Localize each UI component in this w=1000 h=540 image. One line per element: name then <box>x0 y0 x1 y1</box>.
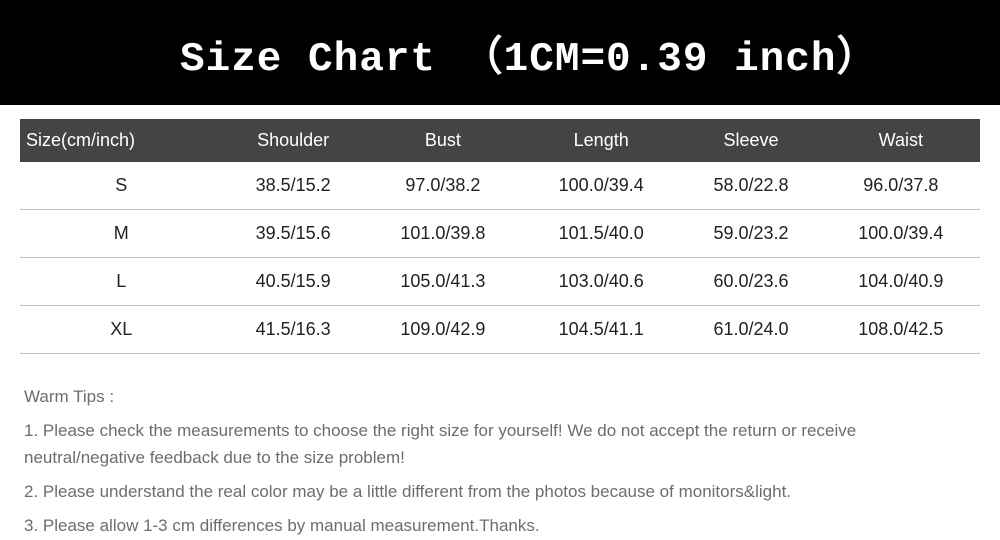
cell-sleeve: 61.0/24.0 <box>680 306 821 354</box>
tips-item: 3. Please allow 1-3 cm differences by ma… <box>24 513 976 539</box>
table-header-row: Size(cm/inch) Shoulder Bust Length Sleev… <box>20 119 980 162</box>
cell-size: S <box>20 162 222 210</box>
cell-sleeve: 60.0/23.6 <box>680 258 821 306</box>
tips-item: 1. Please check the measurements to choo… <box>24 418 976 471</box>
cell-size: M <box>20 210 222 258</box>
cell-length: 100.0/39.4 <box>522 162 680 210</box>
tips-title: Warm Tips : <box>24 384 976 410</box>
spacer <box>20 354 980 384</box>
cell-waist: 96.0/37.8 <box>822 162 980 210</box>
col-waist: Waist <box>822 119 980 162</box>
cell-bust: 101.0/39.8 <box>364 210 522 258</box>
size-chart-container: Size Chart （1CM=0.39 inch） Size(cm/inch)… <box>0 0 1000 540</box>
cell-sleeve: 59.0/23.2 <box>680 210 821 258</box>
cell-waist: 104.0/40.9 <box>822 258 980 306</box>
page-title: Size Chart （1CM=0.39 inch） <box>0 0 1000 105</box>
cell-size: L <box>20 258 222 306</box>
cell-bust: 97.0/38.2 <box>364 162 522 210</box>
cell-length: 103.0/40.6 <box>522 258 680 306</box>
tips-item: 2. Please understand the real color may … <box>24 479 976 505</box>
cell-waist: 108.0/42.5 <box>822 306 980 354</box>
table-row: XL 41.5/16.3 109.0/42.9 104.5/41.1 61.0/… <box>20 306 980 354</box>
col-length: Length <box>522 119 680 162</box>
table-row: L 40.5/15.9 105.0/41.3 103.0/40.6 60.0/2… <box>20 258 980 306</box>
cell-waist: 100.0/39.4 <box>822 210 980 258</box>
col-size: Size(cm/inch) <box>20 119 222 162</box>
cell-bust: 109.0/42.9 <box>364 306 522 354</box>
cell-shoulder: 41.5/16.3 <box>222 306 363 354</box>
col-sleeve: Sleeve <box>680 119 821 162</box>
size-table: Size(cm/inch) Shoulder Bust Length Sleev… <box>20 119 980 354</box>
col-shoulder: Shoulder <box>222 119 363 162</box>
col-bust: Bust <box>364 119 522 162</box>
cell-bust: 105.0/41.3 <box>364 258 522 306</box>
cell-shoulder: 39.5/15.6 <box>222 210 363 258</box>
table-row: M 39.5/15.6 101.0/39.8 101.5/40.0 59.0/2… <box>20 210 980 258</box>
warm-tips: Warm Tips : 1. Please check the measurem… <box>20 384 980 540</box>
cell-sleeve: 58.0/22.8 <box>680 162 821 210</box>
cell-length: 101.5/40.0 <box>522 210 680 258</box>
cell-length: 104.5/41.1 <box>522 306 680 354</box>
table-row: S 38.5/15.2 97.0/38.2 100.0/39.4 58.0/22… <box>20 162 980 210</box>
cell-shoulder: 38.5/15.2 <box>222 162 363 210</box>
cell-shoulder: 40.5/15.9 <box>222 258 363 306</box>
cell-size: XL <box>20 306 222 354</box>
